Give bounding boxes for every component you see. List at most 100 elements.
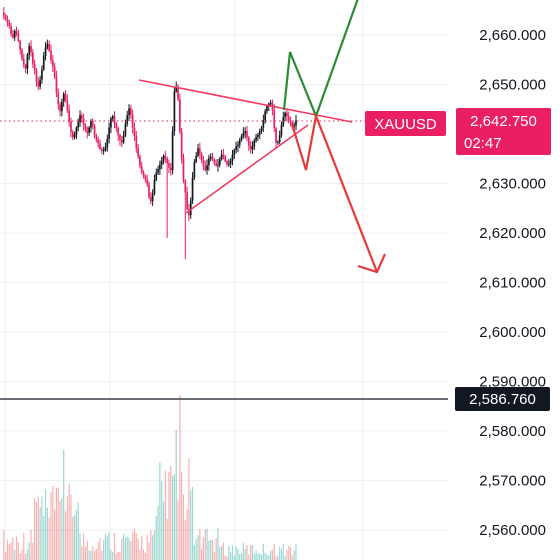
- volume-bar: [70, 494, 72, 560]
- candle: [264, 108, 266, 124]
- volume-bar: [121, 538, 123, 560]
- volume-bar: [144, 552, 146, 560]
- candle: [237, 141, 239, 153]
- volume-bar: [93, 550, 96, 560]
- volume-bar: [161, 481, 163, 560]
- candle: [208, 154, 210, 171]
- candle: [213, 158, 216, 166]
- candle: [37, 77, 40, 91]
- candle: [151, 189, 154, 206]
- candle: [137, 143, 139, 159]
- candle: [71, 129, 74, 141]
- candle: [119, 133, 121, 146]
- volume-bar: [235, 546, 237, 560]
- volume-bar: [275, 556, 277, 560]
- candle: [168, 159, 170, 173]
- candle: [64, 90, 67, 103]
- candle: [258, 128, 261, 140]
- candle: [197, 143, 199, 158]
- candle: [35, 68, 38, 87]
- volume-bar: [237, 548, 239, 560]
- candle: [93, 124, 96, 139]
- volume-bar: [150, 530, 152, 560]
- volume-bar: [201, 548, 203, 560]
- volume-bar: [113, 532, 116, 560]
- candle: [159, 160, 161, 176]
- volume-bar: [132, 532, 134, 560]
- candle: [44, 42, 47, 61]
- candle: [189, 197, 192, 219]
- volume-bar: [17, 542, 19, 560]
- candle: [193, 159, 196, 181]
- volume-bar: [153, 530, 156, 560]
- y-tick-label: 2,560.000: [479, 522, 546, 539]
- volume-bar: [55, 487, 58, 560]
- candle: [224, 154, 227, 163]
- candle: [202, 156, 205, 171]
- volume-bar: [104, 533, 107, 560]
- candle: [113, 111, 116, 129]
- volume-bar: [12, 537, 14, 560]
- reference-price-tag: 2,586.760: [455, 387, 550, 411]
- volume-bar: [50, 492, 52, 560]
- bearish-arrow-head-icon: [357, 253, 387, 274]
- candle: [284, 111, 286, 122]
- candle: [41, 65, 43, 84]
- candle: [186, 186, 188, 211]
- candle: [242, 127, 245, 139]
- volume-bar: [103, 540, 105, 560]
- volume-bar: [264, 552, 266, 560]
- candle: [271, 99, 274, 116]
- volume-bar: [224, 555, 226, 560]
- candle: [88, 125, 90, 137]
- candle: [204, 160, 207, 172]
- y-tick-label: 2,590.000: [479, 374, 546, 391]
- volume-bar: [106, 536, 108, 560]
- volume-bar: [190, 490, 192, 560]
- volume-bar: [220, 545, 223, 560]
- candle: [209, 153, 212, 162]
- volume-bar: [15, 536, 18, 560]
- volume-bar: [108, 532, 110, 560]
- chart-grid: [0, 0, 448, 560]
- candlestick-series: [2, 7, 297, 260]
- volume-bar: [148, 542, 150, 560]
- volume-bar: [68, 483, 70, 560]
- candle: [68, 104, 70, 127]
- candle: [179, 93, 181, 135]
- volume-bar: [295, 543, 297, 560]
- candle: [99, 139, 101, 151]
- candle: [108, 122, 110, 144]
- volume-bar: [228, 546, 230, 560]
- candle: [17, 29, 20, 43]
- volume-bar: [293, 550, 295, 560]
- candle: [191, 172, 194, 204]
- volume-bar: [30, 529, 32, 560]
- candle: [198, 142, 201, 159]
- candle: [50, 44, 52, 64]
- candle: [135, 130, 138, 153]
- candle: [126, 110, 129, 127]
- volume-bar: [73, 515, 76, 560]
- volume-bar: [122, 534, 125, 560]
- volume-bar: [282, 543, 284, 560]
- candle: [86, 126, 89, 139]
- y-tick-label: 2,600.000: [479, 324, 546, 341]
- candle: [228, 159, 230, 167]
- volume-bar: [26, 549, 29, 560]
- vertical-grid: [4, 0, 364, 560]
- volume-bar: [99, 538, 101, 560]
- candle: [24, 63, 27, 74]
- volume-bar: [273, 543, 275, 560]
- candle: [184, 179, 187, 260]
- volume-bar: [195, 539, 197, 560]
- candle: [280, 121, 283, 138]
- volume-bar: [248, 554, 250, 560]
- candle: [249, 140, 252, 154]
- candle: [148, 181, 150, 199]
- candle: [66, 94, 69, 114]
- volume-bar: [215, 538, 217, 560]
- volume-bar: [291, 555, 293, 560]
- volume-bar: [288, 546, 290, 560]
